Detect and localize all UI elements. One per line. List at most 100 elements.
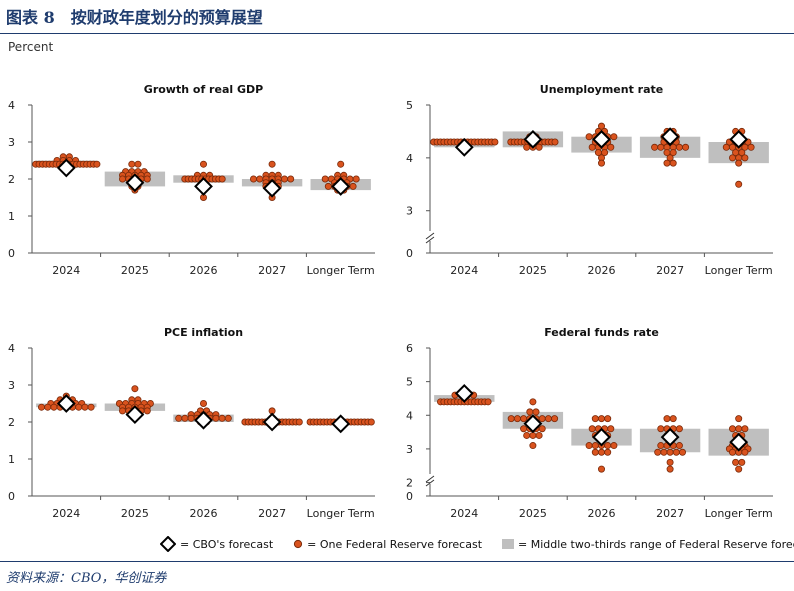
- fed-forecast-dot: [131, 385, 139, 393]
- fed-forecast-dot: [544, 415, 552, 423]
- fed-forecast-dot: [585, 133, 593, 141]
- fed-forecast-dot: [728, 425, 736, 433]
- fed-forecast-dot: [657, 425, 665, 433]
- cbo-forecast-diamond: [262, 412, 282, 432]
- fed-forecast-dot: [134, 160, 142, 168]
- fed-forecast-dot: [669, 149, 677, 157]
- fed-forecast-dot: [735, 465, 743, 473]
- fed-forecast-dot: [675, 143, 683, 151]
- fed-forecast-dot: [651, 143, 659, 151]
- x-tick-label: 2025: [519, 507, 547, 520]
- cbo-forecast-diamond: [194, 176, 213, 196]
- fed-forecast-dot: [735, 415, 743, 423]
- fed-forecast-dot: [187, 414, 195, 422]
- fed-forecast-dot: [143, 175, 151, 183]
- figure-title: 图表 8 按财政年度划分的预算展望: [6, 8, 263, 27]
- cbo-forecast-diamond: [729, 129, 749, 149]
- cbo-forecast-diamond: [125, 405, 145, 425]
- fed-forecast-dot: [143, 407, 151, 415]
- fed-forecast-dot: [728, 154, 736, 162]
- fed-forecast-dot: [735, 425, 743, 433]
- fed-forecast-dot: [669, 415, 677, 423]
- fed-forecast-dot: [491, 138, 499, 146]
- x-tick-label: 2027: [656, 264, 684, 277]
- fed-forecast-dot: [50, 403, 58, 411]
- fed-forecast-dot: [604, 448, 612, 456]
- fed-forecast-dot: [199, 400, 207, 408]
- fed-forecast-dot: [663, 159, 671, 167]
- fed-forecast-dot: [666, 154, 674, 162]
- legend-item-fed: = One Federal Reserve forecast: [293, 538, 482, 551]
- fed-forecast-dot: [551, 415, 559, 423]
- fed-forecast-dot: [75, 403, 83, 411]
- fed-forecast-dot: [218, 175, 226, 183]
- fed-forecast-dot: [675, 425, 683, 433]
- y-tick-label: 5: [406, 376, 413, 389]
- fed-forecast-dot: [597, 415, 605, 423]
- legend-item-cbo: = CBO's forecast: [160, 536, 273, 552]
- fed-forecast-dot: [280, 175, 288, 183]
- fed-forecast-dot: [597, 159, 605, 167]
- fed-forecast-dot: [287, 175, 295, 183]
- cbo-forecast-diamond: [729, 432, 749, 452]
- cbo-forecast-diamond: [660, 427, 680, 447]
- fed-forecast-dot: [526, 408, 534, 416]
- x-tick-label: Longer Term: [705, 507, 773, 520]
- fed-forecast-dot: [324, 182, 332, 190]
- y-tick-label: 2: [8, 416, 15, 429]
- cbo-forecast-diamond: [331, 414, 351, 434]
- cbo-forecast-diamond: [592, 129, 611, 149]
- fed-forecast-dot: [87, 403, 95, 411]
- fed-forecast-dot: [610, 442, 618, 450]
- cbo-forecast-diamond: [592, 427, 611, 447]
- fed-forecast-dot: [538, 425, 546, 433]
- y-tick-label: 0: [406, 247, 413, 260]
- fed-forecast-dot: [535, 143, 543, 151]
- fed-forecast-dot: [588, 143, 596, 151]
- y-tick-label: 1: [8, 453, 15, 466]
- x-tick-label: 2027: [258, 264, 286, 277]
- cbo-forecast-diamond: [56, 394, 76, 413]
- fed-forecast-dot: [523, 143, 531, 151]
- fed-forecast-dot: [551, 138, 559, 146]
- fed-forecast-dot: [218, 414, 226, 422]
- y-tick-label: 4: [8, 99, 15, 112]
- y-unit-label: Percent: [8, 40, 54, 54]
- x-tick-label: 2026: [190, 264, 218, 277]
- fed-forecast-dot: [591, 415, 599, 423]
- fed-forecast-dot: [249, 175, 257, 183]
- fed-forecast-dot: [663, 415, 671, 423]
- fed-forecast-dot: [484, 398, 492, 406]
- y-tick-label: 4: [406, 152, 413, 165]
- fed-forecast-dot: [666, 448, 674, 456]
- fed-forecast-dot: [268, 160, 276, 168]
- cbo-forecast-diamond: [523, 414, 543, 434]
- cbo-forecast-diamond: [331, 176, 351, 196]
- fed-forecast-dot: [38, 403, 46, 411]
- y-tick-label: 0: [406, 490, 413, 503]
- fed-forecast-dot: [256, 175, 264, 183]
- fed-forecast-dot: [337, 160, 345, 168]
- y-tick-label: 6: [406, 342, 413, 355]
- y-tick-label: 3: [8, 379, 15, 392]
- fed-forecast-dot: [507, 415, 515, 423]
- y-tick-label: 2: [8, 173, 15, 186]
- legend-label-fed: = One Federal Reserve forecast: [307, 537, 483, 551]
- fed-forecast-dot: [722, 143, 730, 151]
- chart-title: PCE inflation: [164, 326, 243, 339]
- fed-forecast-dot: [604, 415, 612, 423]
- source-note: 资料来源：CBO，华创证券: [6, 571, 167, 586]
- cbo-forecast-diamond: [194, 410, 213, 430]
- x-tick-label: 2026: [190, 507, 218, 520]
- fed-forecast-dot: [352, 175, 360, 183]
- cbo-forecast-diamond: [262, 178, 282, 198]
- fed-forecast-dot: [678, 448, 686, 456]
- fed-forecast-dot: [128, 160, 136, 168]
- fed-forecast-dot: [349, 182, 357, 190]
- chart-title: Federal funds rate: [544, 326, 659, 339]
- fed-forecast-dot: [660, 448, 668, 456]
- legend-label-range: = Middle two-thirds range of Federal Res…: [518, 537, 794, 551]
- cbo-forecast-diamond: [56, 158, 76, 178]
- y-tick-label: 2: [406, 477, 413, 490]
- fed-forecast-dot: [93, 160, 101, 168]
